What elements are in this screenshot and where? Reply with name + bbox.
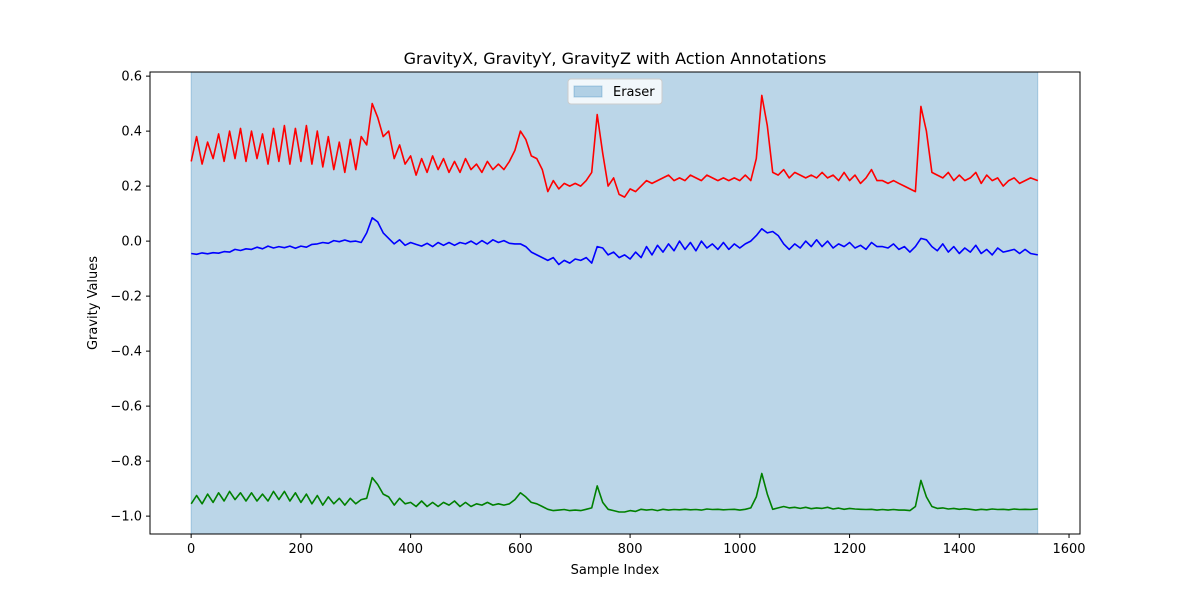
series-line-1 <box>191 217 1038 266</box>
series-layer <box>190 94 1039 513</box>
x-tick-label: 1600 <box>1052 542 1085 557</box>
x-tick-label: 400 <box>398 542 423 557</box>
legend-label-eraser: Eraser <box>613 85 655 100</box>
y-tick-label: −0.2 <box>110 290 142 305</box>
x-tick-label: 1200 <box>833 542 866 557</box>
y-tick-label: −0.6 <box>110 400 142 415</box>
y-tick-label: −0.8 <box>110 455 142 470</box>
y-axis-label: Gravity Values <box>86 256 101 350</box>
y-axis-ticks: 0.6 0.4 0.2 0.0 −0.2 −0.4 −0.6 −0.8 −1.0 <box>110 70 150 525</box>
x-tick-label: 600 <box>508 542 533 557</box>
x-axis-ticks: 0 200 400 600 800 1000 1200 1400 1600 <box>187 534 1086 557</box>
legend-box <box>567 78 663 105</box>
x-tick-label: 800 <box>618 542 643 557</box>
y-tick-label: 0.0 <box>121 235 142 250</box>
series-line-2 <box>190 472 1038 513</box>
annotation-span-eraser <box>190 71 1039 535</box>
plot-frame <box>149 71 1081 535</box>
x-tick-label: 0 <box>187 542 195 557</box>
x-tick-label: 1000 <box>723 542 756 557</box>
series-line-0 <box>190 94 1039 198</box>
x-axis-label: Sample Index <box>571 563 660 578</box>
x-tick-label: 200 <box>288 542 313 557</box>
y-tick-label: −1.0 <box>110 510 142 525</box>
y-tick-label: 0.2 <box>121 180 142 195</box>
chart-title: GravityX, GravityY, GravityZ with Action… <box>404 49 827 68</box>
annotation-span-layer <box>190 71 1039 535</box>
y-tick-label: 0.4 <box>121 125 142 140</box>
y-tick-label: −0.4 <box>110 345 142 360</box>
x-tick-label: 1400 <box>943 542 976 557</box>
y-tick-label: 0.6 <box>121 70 142 85</box>
legend-swatch-eraser <box>573 85 603 98</box>
legend: Eraser <box>567 78 663 105</box>
